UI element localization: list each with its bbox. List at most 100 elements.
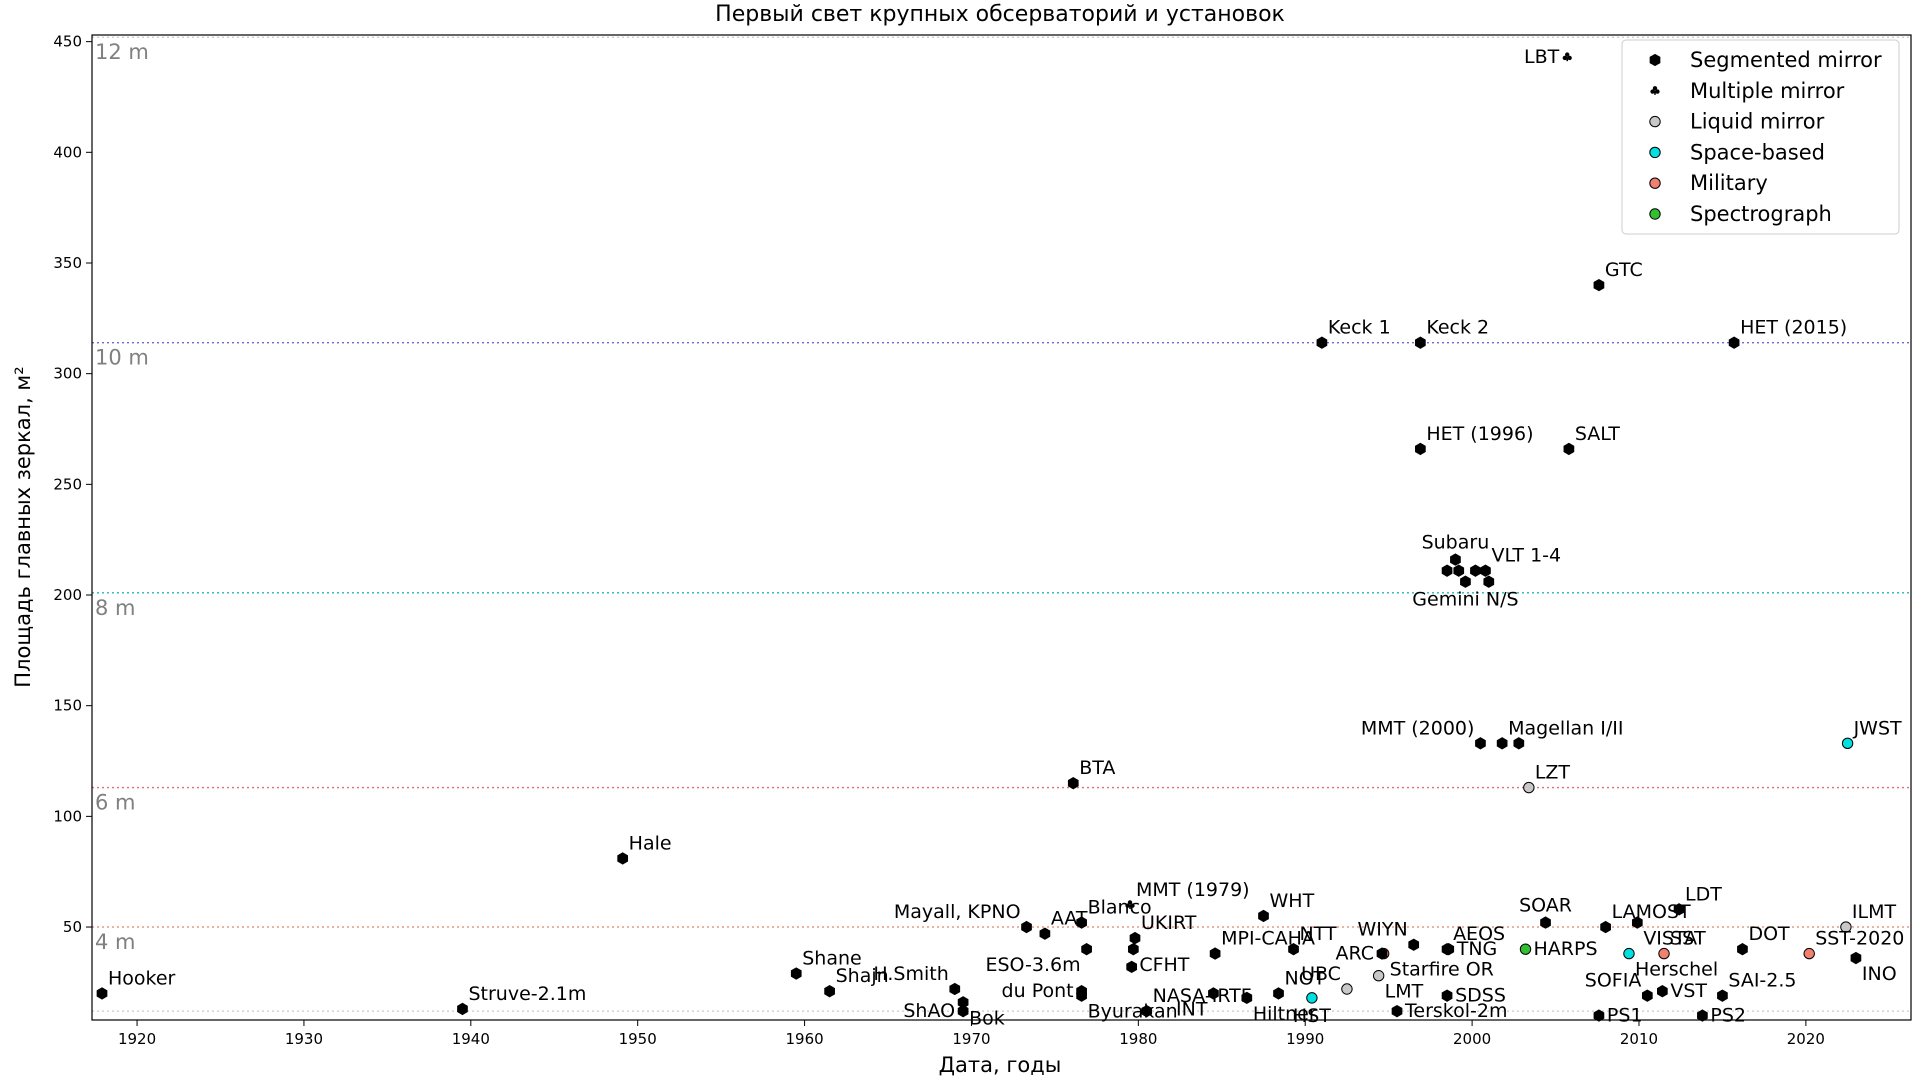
legend-marker [1649,53,1661,67]
data-point-label: LBT [1524,46,1560,68]
data-point-label: Blanco [1088,897,1152,919]
data-point-label: HET (2015) [1740,317,1847,339]
data-point-label: MMT (2000) [1361,717,1475,739]
data-point [457,1002,468,1016]
data-point-label: Gemini N/S [1412,589,1518,611]
data-point [1513,737,1525,750]
data-point-label: SOAR [1519,895,1572,917]
data-point-label: H.Smith [873,963,948,985]
data-point-label: WIYN [1357,919,1407,941]
data-point [1081,942,1092,956]
data-point-label: VLT 1-4 [1491,545,1561,567]
x-tick-label: 1950 [619,1030,657,1048]
data-point [1209,947,1221,960]
legend-label: Segmented mirror [1690,48,1882,72]
data-point [1415,336,1426,349]
data-point [824,985,835,998]
y-axis-title: Площадь главных зеркал, м² [11,366,35,687]
data-point [1258,909,1269,923]
data-point-label: LMT [1385,981,1424,1003]
x-tick-label: 2010 [1620,1030,1658,1048]
y-tick-label: 350 [53,254,82,272]
data-point-label: DOT [1748,923,1790,945]
data-point [1241,991,1253,1005]
data-point [1372,970,1385,982]
y-tick-label: 400 [53,143,82,161]
data-point [1450,553,1461,566]
data-point [1737,942,1748,956]
data-point [1593,278,1605,292]
data-point [1562,52,1572,62]
data-point-label: SST [1670,928,1706,950]
data-point [790,967,802,980]
data-point [1840,921,1852,933]
data-point-label: UBC [1301,963,1341,985]
data-point [1391,1004,1403,1018]
data-point [1641,989,1653,1002]
data-point [1697,1009,1708,1022]
x-tick-label: 2020 [1787,1030,1825,1048]
data-point-label: Shane [802,948,861,970]
y-tick-label: 200 [53,586,82,604]
data-point [1341,983,1353,995]
legend-marker [1649,177,1661,189]
y-tick-label: 450 [53,33,82,51]
data-point [957,1004,969,1018]
data-point-label: HET (1996) [1426,423,1533,445]
reference-line-label: 4 m [95,930,136,954]
legend-label: Space-based [1690,140,1825,164]
legend-label: Military [1690,171,1768,195]
x-tick-label: 1960 [785,1030,823,1048]
data-point-label: ESO-3.6m [985,954,1080,976]
data-point-label: HST [1293,1005,1331,1027]
legend: Segmented mirror Multiple mirror Liquid mi… [1621,39,1900,235]
x-tick-label: 1970 [952,1030,990,1048]
reference-line-label: 8 m [95,596,136,620]
data-point-label: BTA [1079,757,1115,779]
x-tick-label: 1920 [118,1030,156,1048]
data-point-label: AAT [1051,908,1088,930]
data-point-label: ARC [1335,943,1374,965]
data-point [1306,992,1318,1004]
data-point [1600,920,1611,934]
data-point-label: SDSS [1455,985,1506,1007]
data-point-label: NASA-IRTF [1153,985,1252,1007]
data-point-label: HARPS [1534,938,1598,960]
data-point [1563,442,1575,456]
data-point [1850,951,1862,965]
legend-label: Liquid mirror [1690,110,1825,134]
data-point-label: Hiltner [1253,1003,1317,1025]
data-point [1316,336,1328,349]
data-point-label: VISTA [1643,928,1697,950]
data-point-label: WHT [1270,890,1315,912]
legend-marker [1649,146,1661,159]
data-point-label: Hooker [108,967,176,989]
x-axis-title: Дата, годы [939,1053,1062,1077]
data-point [1460,575,1471,588]
data-point-label: ShAO [903,1000,955,1022]
data-point-label: SALT [1575,423,1620,445]
legend-marker [1649,208,1661,220]
data-point-label: LAMOST [1612,901,1691,923]
data-point [1208,987,1219,1000]
data-point [1480,564,1491,577]
data-point-label: MMT (1979) [1136,879,1250,901]
data-point-label: Subaru [1422,532,1490,554]
data-point [1273,987,1284,1000]
data-point-label: INT [1176,998,1208,1020]
data-point [1126,960,1138,974]
data-point [1631,916,1643,929]
data-point [1593,1009,1605,1022]
data-point [1288,942,1299,956]
data-point [1039,927,1051,940]
reference-line-label: 12 m [95,40,149,64]
data-point-label: LDT [1685,883,1722,905]
data-point-label: SAI-2.5 [1728,970,1796,992]
x-tick-label: 1930 [285,1030,323,1048]
data-point-label: Mayall, KPNO [894,901,1021,923]
data-point [1443,942,1455,956]
data-point [1475,737,1486,750]
data-point [1067,776,1079,790]
